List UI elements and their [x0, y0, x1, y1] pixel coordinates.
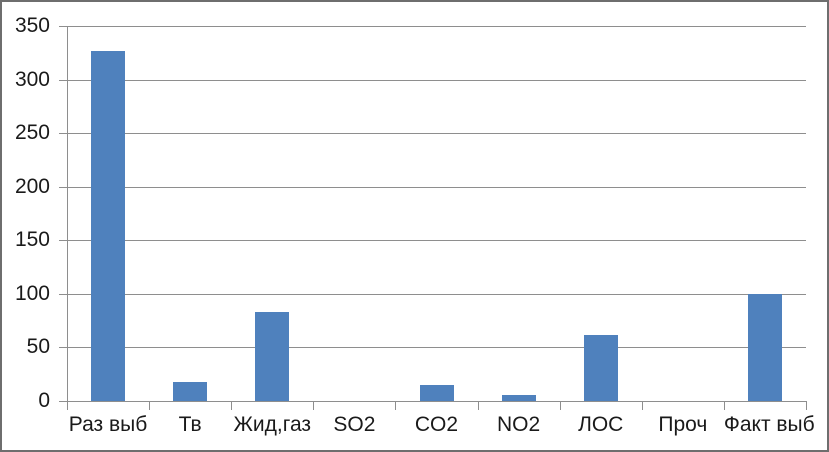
y-axis-tick-label: 350: [14, 14, 50, 37]
x-axis-tick: [641, 402, 643, 410]
gridline: [67, 240, 806, 242]
y-axis-line: [67, 26, 68, 401]
x-axis-tick: [395, 402, 397, 410]
x-axis-tick-label: SO2: [333, 413, 376, 436]
y-axis-tick-label: 250: [14, 121, 50, 145]
y-axis-tick-label: 0: [38, 389, 50, 412]
x-axis-tick: [806, 402, 807, 410]
chart-bar: [173, 381, 208, 401]
y-axis-tick: [59, 133, 67, 135]
y-axis-tick: [59, 240, 67, 242]
y-axis-tick: [59, 79, 67, 81]
x-axis-tick-label: Проч: [658, 413, 708, 436]
chart-bar: [255, 312, 290, 401]
chart-bar: [583, 334, 618, 401]
y-axis-tick-label: 100: [14, 281, 50, 305]
y-axis-tick: [59, 401, 67, 402]
gridline: [67, 293, 806, 295]
y-axis-tick-label: 50: [26, 335, 50, 359]
chart-bar: [419, 384, 454, 401]
y-axis-tick-label: 200: [14, 174, 50, 198]
gridline: [67, 26, 806, 27]
y-axis-tick-label: 150: [14, 228, 50, 252]
x-axis-tick: [477, 402, 479, 410]
x-axis-tick: [313, 402, 315, 410]
x-axis-tick: [559, 402, 561, 410]
x-axis-tick-label: Раз выб: [68, 413, 148, 436]
chart-bar: [91, 50, 126, 401]
y-axis-tick: [59, 186, 67, 188]
chart-bar: [501, 394, 536, 401]
gridline: [67, 133, 806, 135]
x-axis-tick: [723, 402, 725, 410]
x-axis-tick-label: NO2: [497, 413, 541, 436]
x-axis-tick-label: CO2: [414, 413, 459, 436]
x-axis-tick-label: Жид,газ: [233, 413, 312, 436]
y-axis-tick-label: 300: [14, 67, 50, 91]
x-axis-tick-label: Тв: [178, 413, 202, 436]
x-axis-line: [67, 401, 807, 402]
y-axis-tick: [59, 26, 67, 27]
x-axis-tick: [149, 402, 151, 410]
x-axis-tick-label: Факт выб: [723, 413, 815, 436]
gridline: [67, 186, 806, 188]
gridline: [67, 347, 806, 349]
x-axis-tick: [231, 402, 233, 410]
x-axis-tick: [67, 402, 68, 410]
y-axis-tick: [59, 347, 67, 349]
y-axis-tick: [59, 293, 67, 295]
chart-bar: [747, 293, 782, 401]
x-axis-tick-label: ЛОС: [578, 413, 624, 436]
gridline: [67, 79, 806, 81]
